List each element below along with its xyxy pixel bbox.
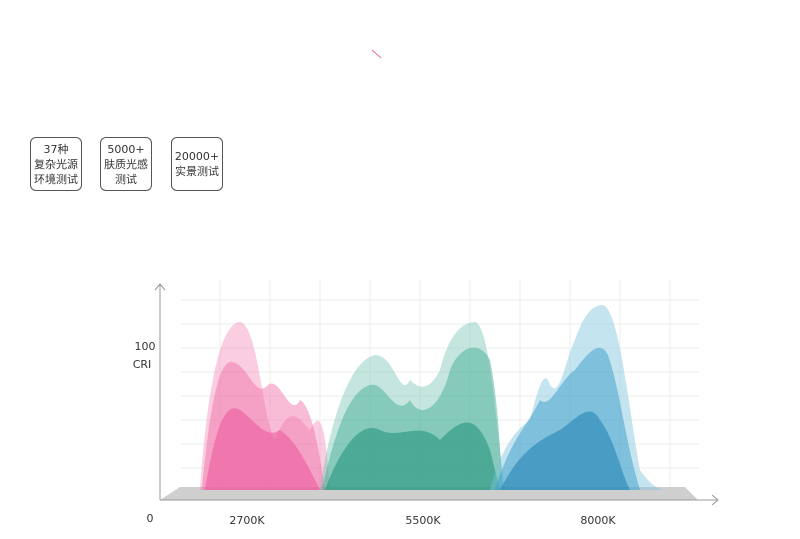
x-label: 2700K [229, 514, 265, 527]
badge-line: 复杂光源 [34, 157, 78, 171]
badge-line: 环境测试 [34, 172, 78, 186]
badge: 37种 复杂光源 环境测试 [30, 137, 82, 191]
badge-line: 实景测试 [175, 165, 219, 178]
decoration [371, 49, 382, 59]
badge-line: 肤质光感 [104, 157, 148, 171]
x-label: 5500K [405, 514, 441, 527]
badge-line: 测试 [115, 172, 137, 186]
x-label: 8000K [580, 514, 616, 527]
y-axis-label: CRI [133, 358, 152, 371]
badge-line: 20000+ [174, 150, 220, 163]
axes [154, 283, 719, 506]
badge-line: 5000+ [107, 142, 145, 156]
floor [160, 487, 698, 500]
badge: 5000+ 肤质光感 测试 [100, 137, 152, 191]
badge: 20000+ 实景测试 [171, 137, 223, 191]
mountains [200, 305, 665, 490]
badge-line: 37种 [43, 142, 69, 156]
y-max-label: 100 [135, 340, 156, 353]
origin-label: 0 [147, 512, 154, 525]
